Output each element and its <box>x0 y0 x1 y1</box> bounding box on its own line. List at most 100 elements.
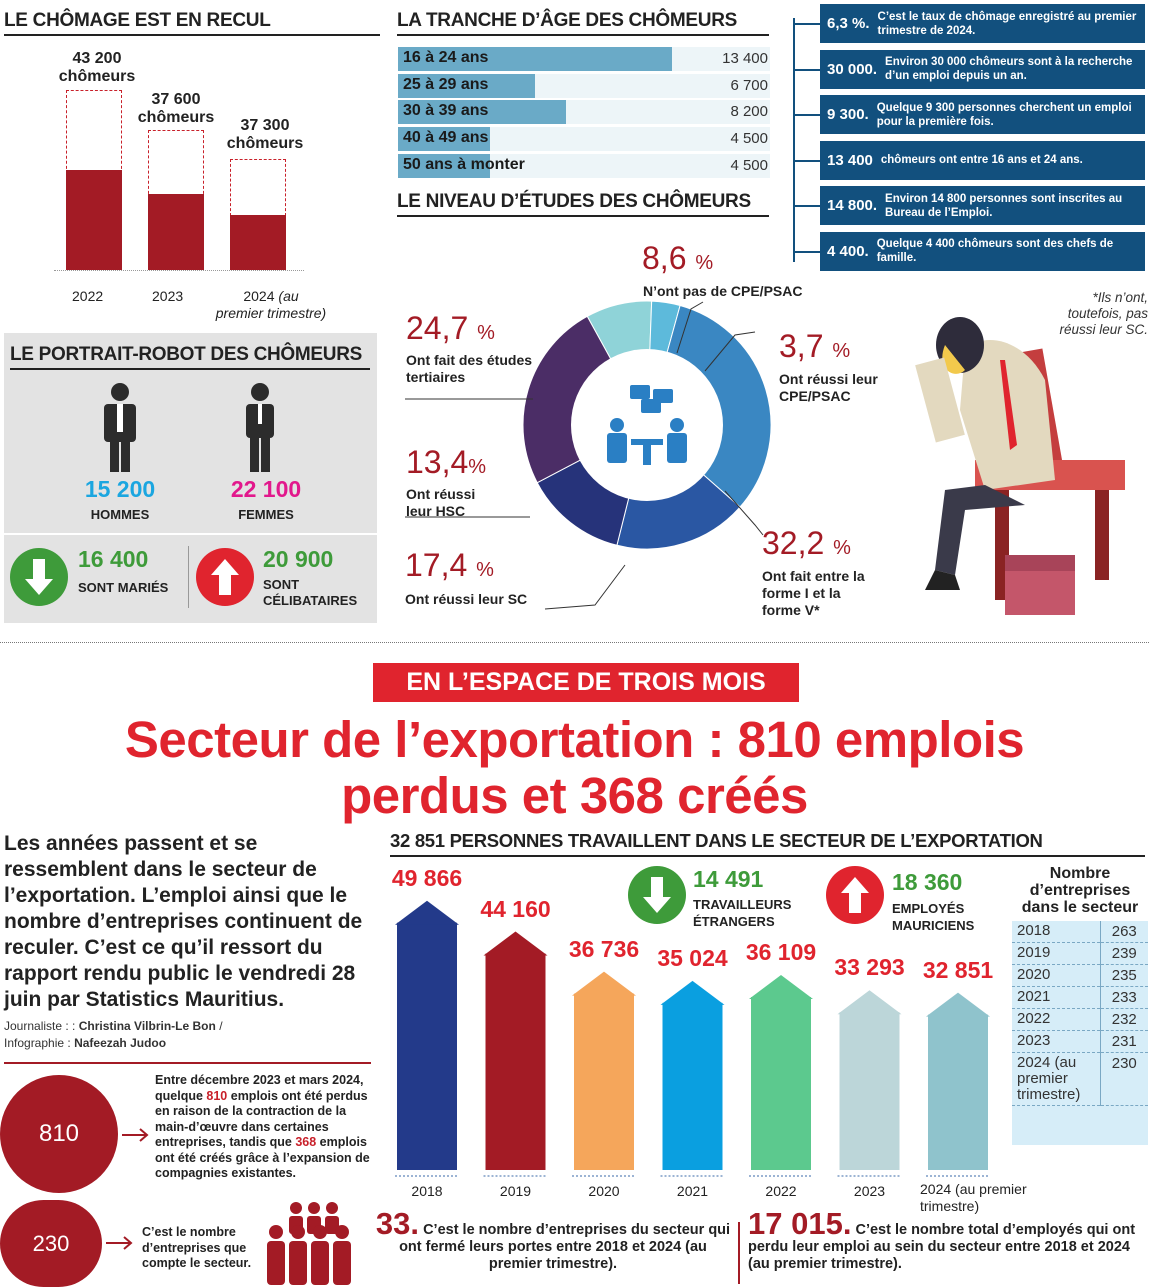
entreprises-table: 2018 263 2019 239 2020 235 2021 233 2022 232 2023 2… <box>1012 921 1148 1106</box>
intro-text: Les années passent et se ressemblent dan… <box>4 832 363 1011</box>
fact-text: C’est le taux de chômage enregistré au p… <box>877 10 1137 37</box>
bar-2024 <box>230 215 286 270</box>
export-year: 2020 <box>588 1183 620 1199</box>
circle-230: 230 <box>0 1200 102 1287</box>
leader-line <box>676 301 704 354</box>
age-label: 30 à 39 ans <box>403 102 489 120</box>
bar-label-2024: 37 300 chômeurs <box>226 117 304 152</box>
year-label-2024: 2024 (au premier trimestre) <box>920 1181 1027 1214</box>
export-bar <box>397 922 457 1170</box>
age-value: 8 200 <box>730 103 768 121</box>
circle-810: 810 <box>0 1075 118 1193</box>
divider <box>738 1222 740 1284</box>
table-count: 231 <box>1100 1030 1148 1053</box>
meeting-icon <box>607 385 687 465</box>
chomage-title: LE CHÔMAGE EST EN RECUL <box>4 10 380 36</box>
age-value: 6 700 <box>730 76 768 94</box>
year-2022: 2022 <box>72 288 104 304</box>
table-year: 2020 <box>1012 964 1101 987</box>
export-bar <box>574 993 634 1170</box>
portrait-title: LE PORTRAIT-ROBOT DES CHÔMEURS <box>10 344 370 370</box>
export-bar-cap <box>572 971 636 996</box>
fact-connector <box>793 159 820 162</box>
fact-number: 6,3 %. <box>827 15 870 32</box>
femmes-label: FEMMES <box>238 507 294 522</box>
mauriciens-label: EMPLOYÉS MAURICIENS <box>892 901 975 933</box>
pct-no-cpe: 8,6 % <box>642 240 714 276</box>
headline: Secteur de l’exportation : 810 emplois pe… <box>124 711 1025 824</box>
table-count: 239 <box>1100 942 1148 965</box>
leader-line <box>724 490 764 536</box>
age-label: 40 à 49 ans <box>403 129 489 147</box>
leader-line <box>704 331 756 372</box>
age-bar <box>398 47 672 71</box>
export-bar-cap <box>483 931 548 956</box>
fact-item: 9 300. Quelque 9 300 personnes cherchent … <box>793 95 1145 134</box>
man-icon <box>104 383 136 472</box>
table-panel: 2018 263 2019 239 2020 235 2021 233 2022 232 2023 2… <box>1012 921 1148 1145</box>
maries-label: SONT MARIÉS <box>78 580 169 595</box>
fact-connector <box>793 68 820 71</box>
fact-number: 30 000. <box>827 60 878 78</box>
export-bar <box>485 953 546 1170</box>
table-row: 2019 239 <box>1012 942 1148 965</box>
pct-forme: 32,2 % <box>762 525 851 561</box>
export-bar-value: 32 851 <box>922 956 994 983</box>
bar-outline-2024 <box>230 159 286 270</box>
table-count: 263 <box>1100 921 1148 943</box>
export-bar-cap <box>660 980 725 1005</box>
lbl-cpe: Ont réussi leur CPE/PSAC <box>779 371 878 404</box>
lbl-tertiaire: Ont fait des études tertiaires <box>406 352 533 385</box>
age-label: 16 à 24 ans <box>403 49 489 66</box>
age-title: LA TRANCHE D’ÂGE DES CHÔMEURS <box>397 10 769 36</box>
axis-line <box>54 270 304 271</box>
table-row: 2021 233 <box>1012 986 1148 1009</box>
year-2023: 2023 <box>152 288 184 304</box>
table-count: 233 <box>1100 986 1148 1009</box>
export-bar-value: 44 160 <box>480 895 551 922</box>
fact-connector <box>793 250 820 253</box>
bar-label-2023: 37 600 chômeurs <box>137 91 215 126</box>
fact-text: Quelque 9 300 personnes cherchent un emp… <box>876 101 1132 128</box>
celib-label: SONT CÉLIBATAIRES <box>263 577 358 608</box>
age-row: 30 à 39 ans 8 200 <box>398 100 770 125</box>
export-year: 2019 <box>499 1183 532 1199</box>
table-count: 235 <box>1100 964 1148 987</box>
fact-item: 6,3 %. C’est le taux de chômage enregistr… <box>793 4 1145 43</box>
bar-2023 <box>148 194 204 270</box>
credits: Journaliste : : Christina Vilbrin-Le Bon… <box>4 1019 223 1050</box>
export-bar-cap <box>749 975 813 1000</box>
age-bar <box>398 153 490 178</box>
table-year: 2023 <box>1012 1030 1101 1053</box>
age-row: 50 ans à monter 4 500 <box>398 153 770 178</box>
export-bar <box>928 1014 988 1170</box>
sad-man-illustration <box>915 317 1125 615</box>
arrow-up-icon <box>826 866 884 924</box>
mauriciens-count: 18 360 <box>892 869 963 895</box>
divider <box>188 546 189 608</box>
fact-item: 4 400. Quelque 4 400 chômeurs sont des ch… <box>793 231 1145 271</box>
kicker: EN L’ESPACE DE TROIS MOIS <box>373 663 799 702</box>
etrangers-label: TRAVAILLEURS ÉTRANGERS <box>693 897 792 929</box>
fact-number: 13 400 <box>827 151 873 169</box>
arrow-right-icon <box>122 1128 149 1142</box>
lbl-no-cpe: N’ont pas de CPE/PSAC <box>643 283 803 299</box>
etudes-title: LE NIVEAU D’ÉTUDES DES CHÔMEURS <box>397 191 769 217</box>
age-row: 16 à 24 ans 13 400 <box>398 47 770 71</box>
facts-connector <box>793 18 795 262</box>
woman-icon <box>246 383 274 472</box>
fact-text: Quelque 4 400 chômeurs sont des chefs de… <box>876 238 1114 264</box>
fact-connector <box>793 114 820 116</box>
lbl-hsc: Ont réussi leur HSC <box>406 486 476 519</box>
table-row: 2018 263 <box>1012 921 1148 943</box>
fact-connector <box>793 205 820 207</box>
export-title: 32 851 PERSONNES TRAVAILLENT DANS LE SEC… <box>390 830 1145 857</box>
fact-number: 14 800. <box>827 197 878 214</box>
arrow-right-icon <box>106 1236 133 1250</box>
lbl-forme: Ont fait entre la forme I et la forme V* <box>762 568 865 618</box>
table-year: 2019 <box>1012 942 1101 965</box>
export-chart <box>395 900 990 1177</box>
table-row: 2023 231 <box>1012 1030 1148 1053</box>
fact-33: 33. C’est le nombre d’entreprises du sec… <box>375 1206 731 1272</box>
export-bar-cap <box>395 900 459 925</box>
